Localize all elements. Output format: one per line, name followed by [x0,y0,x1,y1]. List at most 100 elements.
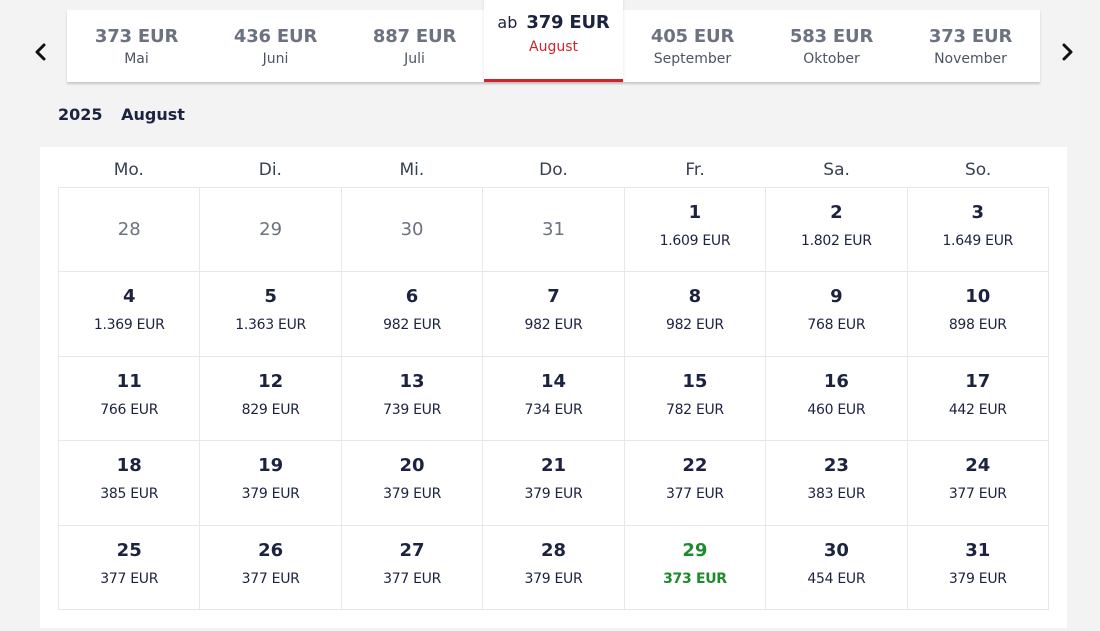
chevron-right-icon [1062,43,1073,61]
day-number: 30 [400,219,424,241]
day-number: 27 [399,539,425,561]
calendar-grid: 28 29 30 31 1 1.609 EUR 2 1.802 EUR 3 1.649 EUR 4 1… [58,187,1049,610]
calendar-day[interactable]: 3 1.649 EUR [907,188,1049,273]
day-price: 454 EUR [807,570,866,587]
day-number: 4 [122,286,136,308]
weekday-label: Mi. [399,160,425,180]
calendar-day[interactable]: 25 377 EUR [59,525,201,610]
day-price: 442 EUR [948,401,1007,418]
period-month: August [121,105,185,124]
day-price: 1.609 EUR [659,233,731,249]
calendar-day[interactable]: 9 768 EUR [766,272,908,357]
month-tab-oktober[interactable]: 583 EUR Oktober [762,10,901,82]
calendar-day[interactable]: 27 377 EUR [341,525,484,610]
calendar-day[interactable]: 12 829 EUR [200,356,342,442]
day-price: 377 EUR [665,486,724,503]
month-name: Oktober [803,50,860,67]
month-tab-mai[interactable]: 373 EUR Mai [67,10,206,82]
day-price: 982 EUR [383,317,442,334]
day-number: 15 [682,370,708,392]
calendar-day[interactable]: 15 782 EUR [624,356,767,442]
calendar-day[interactable]: 19 379 EUR [200,441,342,526]
calendar-day[interactable]: 5 1.363 EUR [200,272,342,357]
month-tab-august[interactable]: ab 379 EUR August [484,0,623,82]
day-number: 17 [965,370,991,392]
month-name: August [529,39,578,55]
day-number: 8 [688,286,702,308]
day-number: 24 [965,455,991,477]
day-price: 1.802 EUR [801,233,872,249]
weekday-label: Fr. [685,160,705,180]
month-tab-juli[interactable]: 887 EUR Juli [345,10,484,82]
calendar-day[interactable]: 31 379 EUR [907,525,1049,610]
day-number: 11 [116,370,142,392]
day-price: 377 EUR [383,570,442,587]
calendar-day[interactable]: 20 379 EUR [341,441,484,526]
calendar-day[interactable]: 21 379 EUR [483,441,625,526]
calendar-day[interactable]: 8 982 EUR [624,272,767,357]
month-name: Juli [404,50,425,67]
weekday-label: Mo. [113,160,144,180]
month-price: 373 EUR [928,25,1013,47]
calendar-day-outside: 29 [200,188,342,273]
calendar-day-outside: 31 [483,188,625,273]
day-price: 898 EUR [948,317,1007,334]
day-number: 9 [830,286,843,308]
day-price: 385 EUR [100,486,159,503]
month-price: 405 EUR [650,25,735,47]
calendar-day[interactable]: 6 982 EUR [341,272,484,357]
weekday-header: Mo. Di. Mi. Do. Fr. Sa. So. [58,147,1049,187]
day-price: 460 EUR [807,401,866,418]
day-price: 782 EUR [665,401,724,418]
weekday-label: Do. [539,160,568,180]
chevron-left-icon [35,43,46,61]
day-price: 383 EUR [807,486,866,503]
calendar-day[interactable]: 11 766 EUR [59,356,201,442]
calendar-day[interactable]: 1 1.609 EUR [624,188,767,273]
calendar-day[interactable]: 17 442 EUR [907,356,1049,442]
next-month-button[interactable] [1053,38,1081,66]
day-price: 1.363 EUR [235,317,306,334]
calendar-day[interactable]: 24 377 EUR [907,441,1049,526]
day-number: 19 [258,455,284,477]
day-price: 379 EUR [383,486,442,503]
calendar-day[interactable]: 14 734 EUR [483,356,625,442]
month-name: Mai [124,50,149,67]
calendar-day[interactable]: 4 1.369 EUR [59,272,201,357]
month-price: 373 EUR [94,25,179,47]
calendar-day[interactable]: 26 377 EUR [200,525,342,610]
day-price: 766 EUR [100,401,159,418]
day-price: 377 EUR [241,570,300,587]
day-number: 3 [971,202,985,223]
day-price: 1.369 EUR [93,317,165,334]
calendar-day[interactable]: 2 1.802 EUR [766,188,908,273]
month-price: 887 EUR [372,25,457,47]
month-name: September [653,50,732,67]
calendar-day[interactable]: 16 460 EUR [766,356,908,442]
day-number: 29 [259,219,283,241]
prev-month-button[interactable] [27,38,55,66]
day-number: 30 [823,539,849,561]
month-tab-juni[interactable]: 436 EUR Juni [206,10,345,82]
day-number: 26 [258,539,284,561]
day-price: 379 EUR [524,486,583,503]
calendar-day[interactable]: 30 454 EUR [766,525,908,610]
calendar-day[interactable]: 18 385 EUR [59,441,201,526]
calendar-day[interactable]: 10 898 EUR [907,272,1049,357]
calendar-day[interactable]: 7 982 EUR [483,272,625,357]
month-tab-september[interactable]: 405 EUR September [623,10,762,82]
day-number: 2 [830,202,843,223]
day-number: 29 [682,539,708,561]
calendar-day[interactable]: 22 377 EUR [624,441,767,526]
day-price: 982 EUR [665,317,724,334]
day-number: 6 [405,286,419,308]
day-price: 982 EUR [524,317,583,334]
period-title: 2025 August [58,105,185,124]
day-number: 5 [264,286,277,308]
calendar-day[interactable]: 23 383 EUR [766,441,908,526]
calendar-day[interactable]: 28 379 EUR [483,525,625,610]
day-price: 377 EUR [100,570,159,587]
month-tab-november[interactable]: 373 EUR November [901,10,1040,82]
calendar-day[interactable]: 13 739 EUR [341,356,484,442]
calendar-day-best-price[interactable]: 29 373 EUR [624,525,767,610]
